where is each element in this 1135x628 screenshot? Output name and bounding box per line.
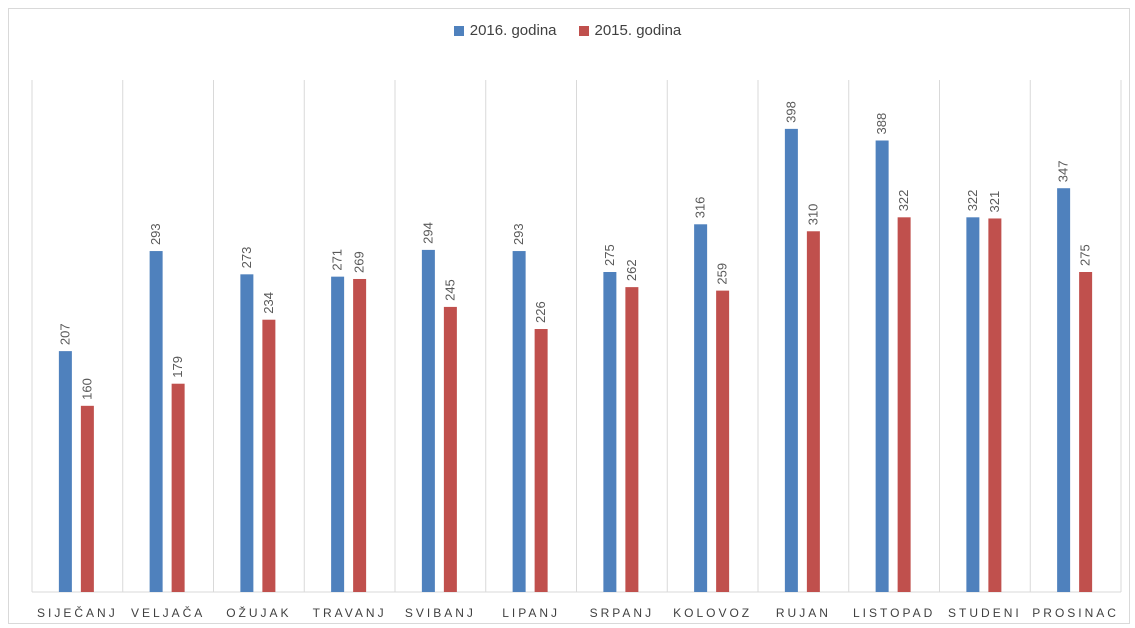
x-tick-label-6: SRPANJ [590,606,654,620]
bar-2015-2 [262,319,276,592]
legend-label-2016: 2016. godina [469,22,557,39]
bar-2015-4 [443,306,457,592]
data-label-2016-5: 293 [511,223,526,245]
bar-2015-8 [806,231,820,593]
data-label-2015-4: 245 [442,279,457,301]
x-tick-label-7: KOLOVOZ [673,606,752,620]
data-label-2016-3: 271 [330,249,345,271]
bar-2016-6 [603,272,617,592]
data-label-2016-6: 275 [602,244,617,266]
bar-2015-11 [1079,272,1093,592]
bar-2016-8 [784,128,798,592]
legend-label-2015: 2015. godina [594,22,682,39]
bar-2016-7 [694,224,708,593]
data-label-2016-2: 273 [239,247,254,269]
x-tick-label-2: OŽUJAK [226,605,291,620]
legend-swatch-2015 [578,25,589,36]
data-label-2016-11: 347 [1056,161,1071,183]
data-label-2015-2: 234 [261,292,276,314]
chart-frame [8,8,1130,624]
bar-2015-10 [988,218,1002,593]
data-label-2015-0: 160 [79,378,94,400]
data-label-2015-10: 321 [987,191,1002,213]
bar-2015-9 [897,217,911,593]
data-label-2015-9: 322 [896,190,911,212]
x-tick-label-5: LIPANJ [502,606,560,620]
data-label-2016-10: 322 [965,190,980,212]
x-tick-label-0: SIJEČANJ [37,605,118,620]
x-tick-label-3: TRAVANJ [313,606,387,620]
bar-2015-6 [625,287,639,592]
data-label-2015-6: 262 [624,259,639,281]
data-label-2016-1: 293 [148,223,163,245]
bar-2016-0 [58,351,72,592]
x-tick-label-11: PROSINAC [1032,606,1119,620]
data-label-2015-8: 310 [805,204,820,226]
legend: 2016. godina 2015. godina [0,22,1135,39]
data-label-2016-4: 294 [420,222,435,244]
bar-2016-4 [421,249,435,592]
x-tick-label-9: LISTOPAD [853,606,935,620]
data-label-2016-7: 316 [693,197,708,219]
bar-2016-10 [966,217,980,593]
bar-2015-7 [716,290,730,592]
x-tick-label-10: STUDENI [948,606,1022,620]
data-label-2015-11: 275 [1078,244,1093,266]
legend-swatch-2016 [453,25,464,36]
bar-2015-3 [353,278,367,592]
bar-2016-1 [149,251,163,592]
x-tick-label-1: VELJAČA [131,605,205,620]
data-label-2015-1: 179 [170,356,185,378]
data-label-2015-5: 226 [533,301,548,323]
data-label-2016-9: 388 [874,113,889,135]
x-tick-label-8: RUJAN [776,606,831,620]
bar-2016-9 [875,140,889,592]
data-label-2016-8: 398 [783,101,798,123]
bar-2016-3 [331,276,345,592]
data-label-2015-3: 269 [352,251,367,273]
x-tick-label-4: SVIBANJ [405,606,476,620]
bar-2016-2 [240,274,254,592]
data-label-2015-7: 259 [715,263,730,285]
bar-2016-11 [1057,188,1071,592]
legend-item-2016: 2016. godina [453,22,557,39]
bar-2015-1 [171,383,185,592]
bar-2015-0 [80,405,94,592]
bar-2015-5 [534,329,548,592]
bar-2016-5 [512,251,526,592]
data-label-2016-0: 207 [57,323,72,345]
legend-item-2015: 2015. godina [578,22,682,39]
